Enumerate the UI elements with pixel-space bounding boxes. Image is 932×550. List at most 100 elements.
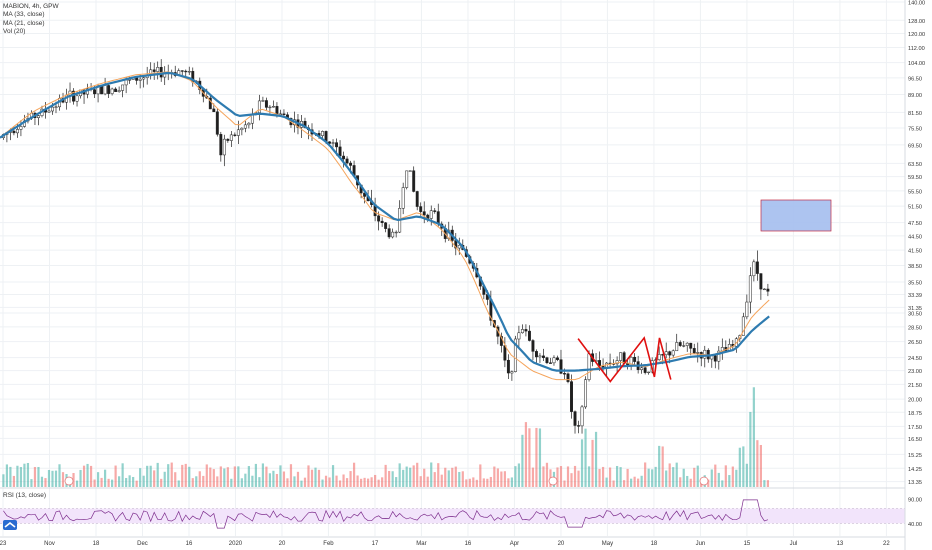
candle-body (766, 288, 770, 292)
candle-body (233, 134, 237, 136)
volume-bar (93, 479, 96, 487)
candle-body (524, 329, 528, 332)
ma33-legend[interactable]: MA (33, close) (3, 11, 45, 19)
candle-body (138, 78, 142, 81)
volume-bar (244, 473, 247, 487)
volume-bar (531, 467, 535, 487)
candle-body (538, 355, 542, 358)
time-tick-label: 16 (186, 541, 193, 547)
candle-body (243, 124, 247, 129)
volume-bar (240, 478, 243, 487)
time-tick-label: Jul (790, 541, 798, 547)
price-tick-label: 16.50 (908, 437, 922, 443)
candle-body (331, 142, 335, 144)
volume-legend[interactable]: Vol (20) (3, 28, 26, 36)
rsi-legend[interactable]: RSI (13, close) (3, 492, 46, 499)
volume-bar (146, 465, 149, 487)
volume-bar (118, 476, 121, 487)
candle-body (549, 362, 552, 364)
volume-bar (128, 475, 131, 487)
volume-bar (174, 472, 177, 487)
candle-body (121, 84, 125, 91)
volume-bar (423, 468, 426, 487)
volume-bar (202, 475, 205, 487)
volume-bar (559, 466, 563, 487)
volume-bar (742, 446, 745, 487)
price-tick-label: 140.00 (908, 1, 925, 7)
volume-bar (496, 468, 499, 487)
volume-bar (54, 470, 58, 487)
time-tick-label: Dec (137, 541, 148, 547)
candle-body (717, 350, 721, 362)
candle-body (226, 138, 230, 141)
candle-body (689, 342, 693, 349)
candle-body (100, 85, 104, 95)
volume-bar (317, 469, 321, 487)
volume-bar (279, 465, 282, 487)
candle-body (563, 373, 566, 375)
candle-body (633, 356, 637, 362)
volume-bar (328, 477, 331, 487)
chart-legend: MABION, 4h, GPW MA (33, close) MA (21, c… (3, 3, 59, 37)
price-tick-label: 120.00 (908, 32, 925, 38)
volume-bar (573, 465, 577, 487)
volume-bar (198, 471, 201, 487)
volume-bar (111, 479, 114, 487)
volume-bar (191, 478, 194, 487)
candle-body (187, 71, 191, 73)
price-tick-label: 33.39 (908, 293, 922, 299)
ma21-legend[interactable]: MA (21, close) (3, 19, 45, 27)
candle-body (517, 332, 521, 340)
price-tick-label: 128.00 (908, 19, 925, 25)
candle-body (236, 129, 240, 136)
volume-bar (223, 468, 226, 487)
volume-bar (486, 478, 489, 487)
price-tick-label: 13.35 (908, 480, 922, 486)
volume-bar (33, 466, 37, 487)
candle-body (762, 288, 766, 291)
volume-bar (395, 477, 398, 487)
volume-bar (465, 479, 468, 487)
volume-bar (293, 476, 296, 487)
volume-bar (51, 470, 54, 487)
volume-bar (2, 474, 5, 487)
time-tick-label: 20 (279, 541, 286, 547)
volume-bar (710, 469, 713, 487)
candle-body (12, 130, 16, 134)
candle-body (640, 367, 644, 370)
price-tick-label: 51.50 (908, 205, 922, 211)
volume-bar (461, 471, 464, 487)
tradingview-logo-icon[interactable] (3, 520, 17, 530)
volume-bar (384, 464, 387, 487)
price-tick-label: 20.00 (908, 398, 922, 404)
symbol-label[interactable]: MABION, 4h, GPW (3, 3, 59, 10)
volume-bar (766, 480, 769, 487)
volume-bar (5, 464, 9, 487)
event-marker-icon (64, 476, 74, 486)
candle-body (545, 357, 549, 364)
candle-body (107, 85, 111, 94)
volume-bar (570, 473, 573, 487)
candle-body (556, 357, 559, 360)
volume-bar (608, 467, 612, 487)
volume-bar (37, 466, 40, 487)
candle-body (19, 126, 23, 130)
volume-bar (359, 478, 363, 487)
candle-body (534, 351, 538, 358)
candle-body (180, 70, 184, 72)
candle-body (229, 134, 233, 141)
moving-averages (0, 71, 770, 381)
candle-body (745, 301, 749, 318)
candle-body (212, 108, 216, 113)
volume-bar (114, 465, 117, 487)
price-tick-label: 28.50 (908, 325, 922, 331)
candle-body (349, 162, 353, 166)
volume-bar (735, 469, 738, 487)
price-tick-label: 38.50 (908, 264, 922, 270)
volume-bar (752, 387, 755, 487)
volume-bar (668, 463, 671, 487)
volume-bar (507, 478, 510, 487)
volume-bar (584, 428, 587, 487)
